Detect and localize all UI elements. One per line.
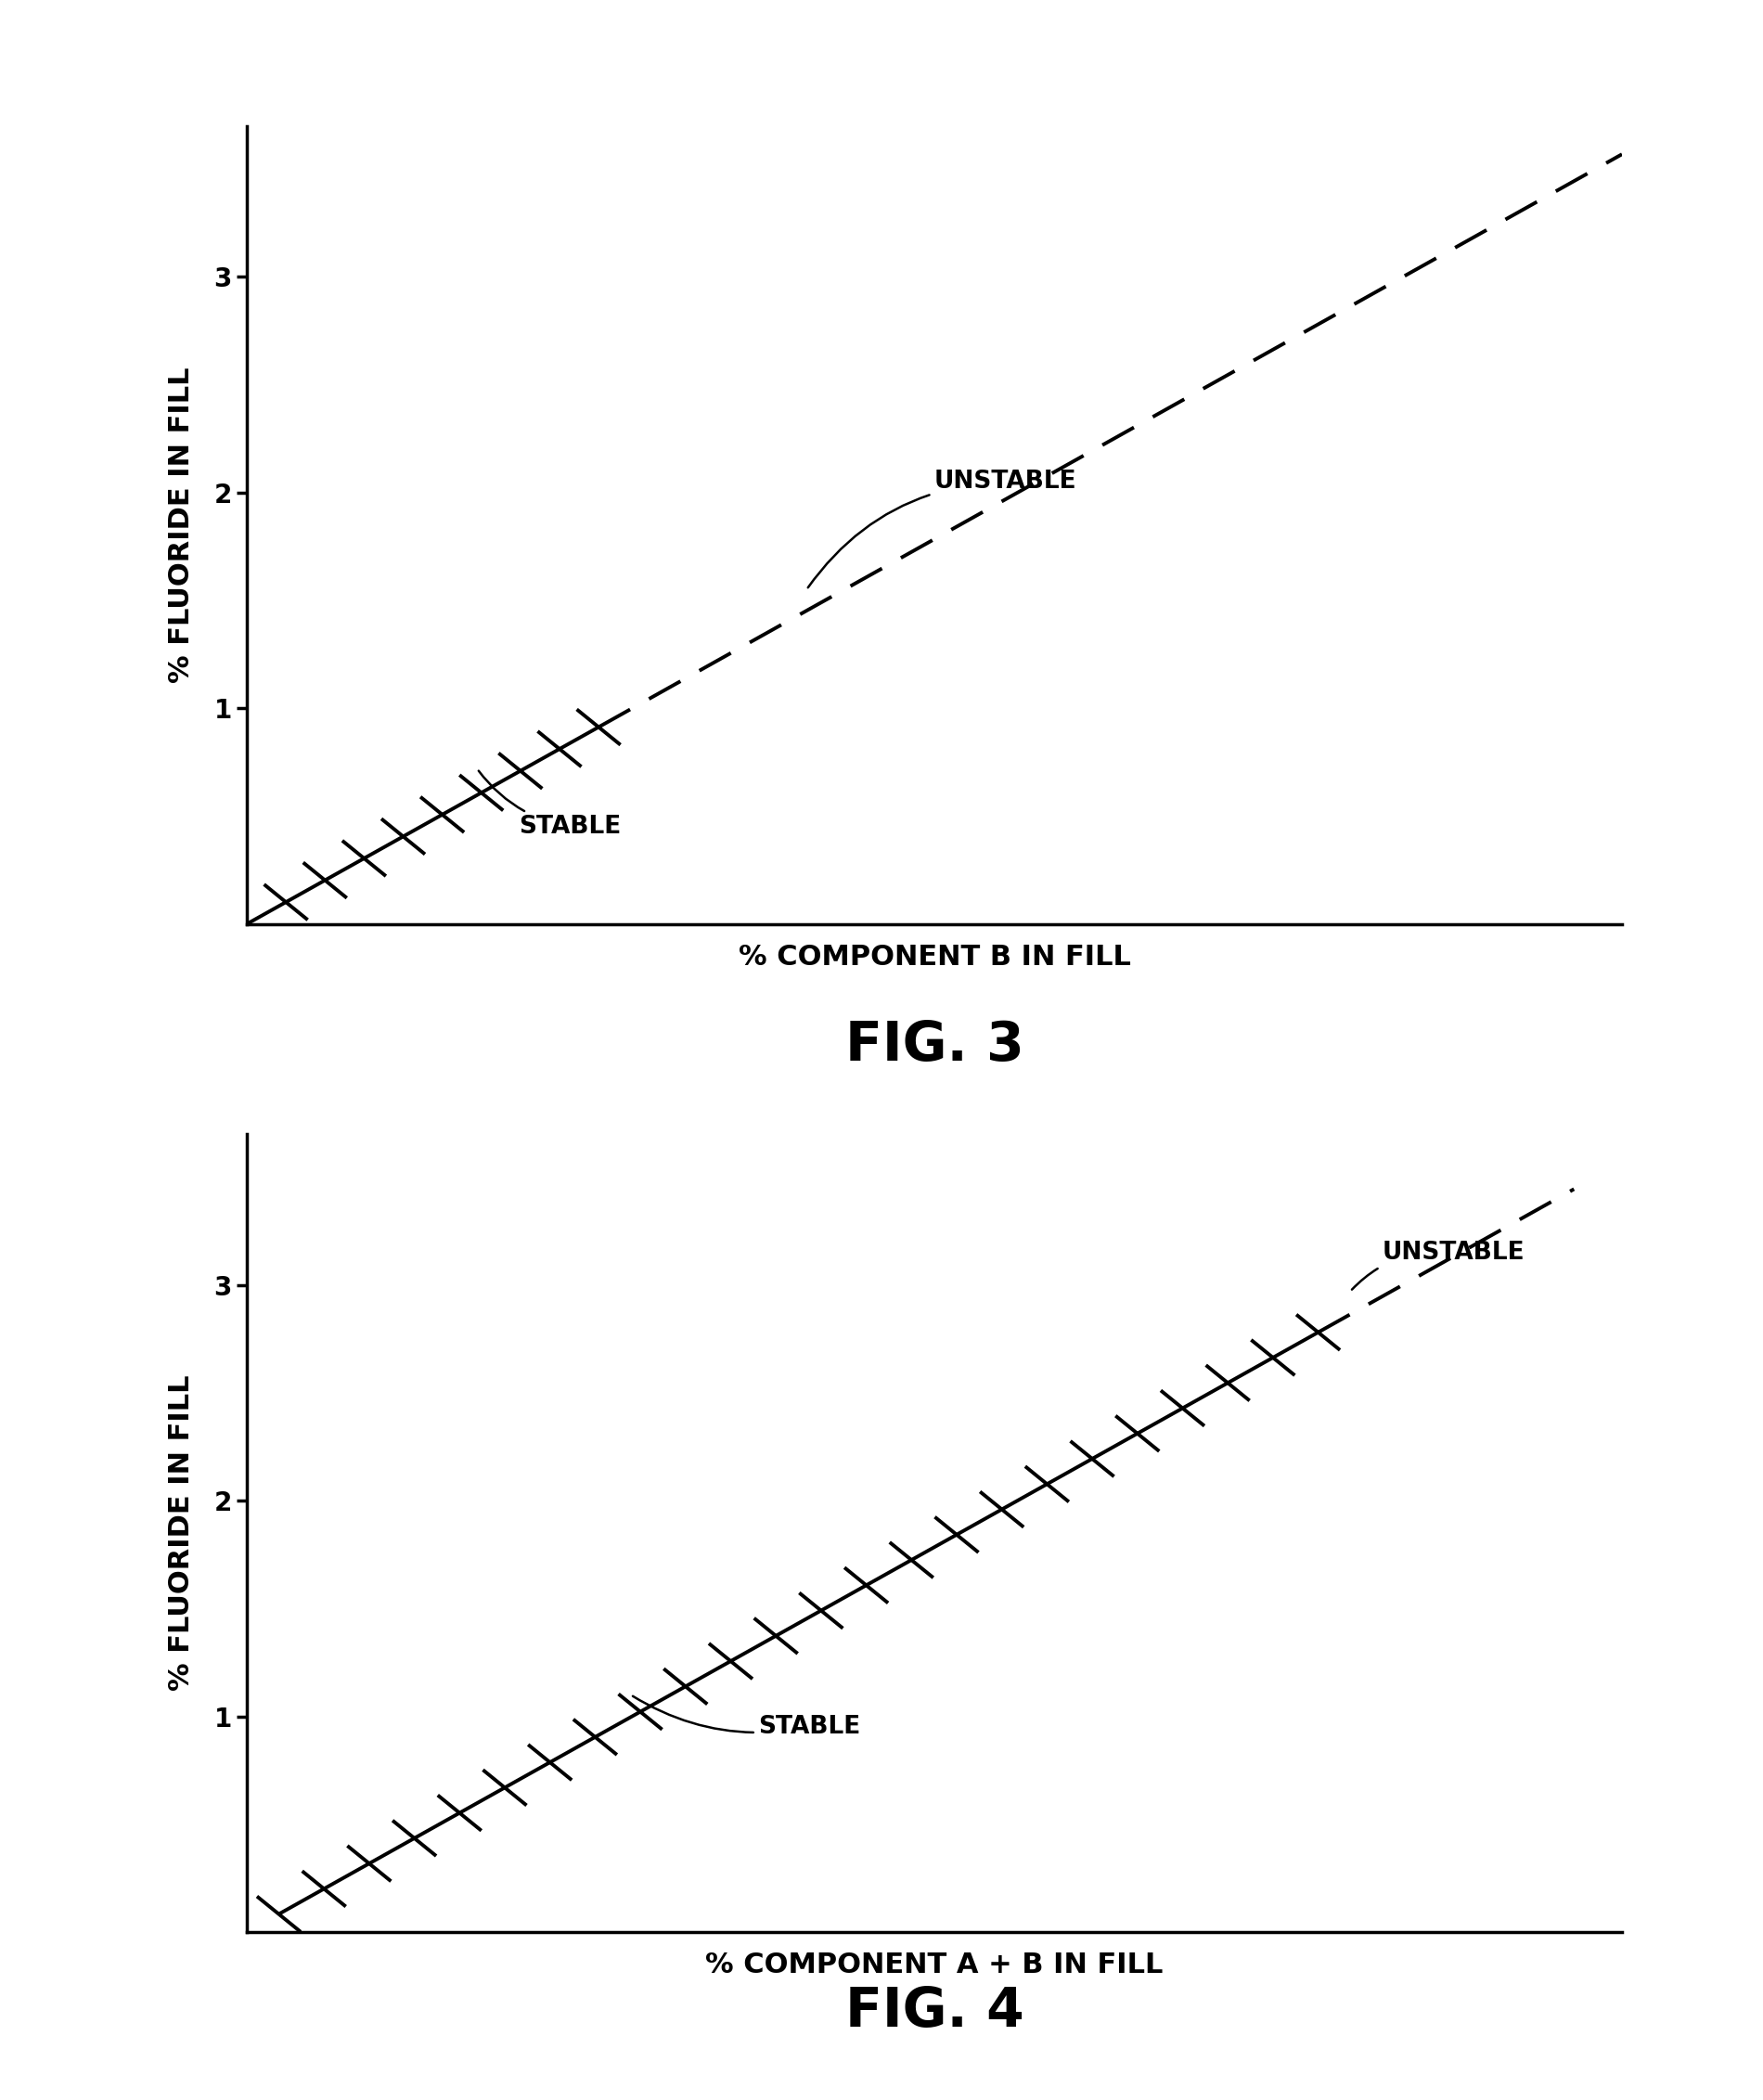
Text: FIG. 4: FIG. 4: [844, 1984, 1024, 2037]
X-axis label: % COMPONENT A + B IN FILL: % COMPONENT A + B IN FILL: [705, 1951, 1164, 1978]
Text: FIG. 3: FIG. 3: [844, 1019, 1024, 1071]
Y-axis label: % FLUORIDE IN FILL: % FLUORIDE IN FILL: [167, 1376, 194, 1691]
Text: STABLE: STABLE: [633, 1697, 860, 1739]
Text: UNSTABLE: UNSTABLE: [1352, 1241, 1525, 1289]
Text: STABLE: STABLE: [478, 771, 621, 840]
Text: UNSTABLE: UNSTABLE: [807, 470, 1077, 588]
X-axis label: % COMPONENT B IN FILL: % COMPONENT B IN FILL: [739, 943, 1130, 970]
Y-axis label: % FLUORIDE IN FILL: % FLUORIDE IN FILL: [167, 368, 194, 683]
